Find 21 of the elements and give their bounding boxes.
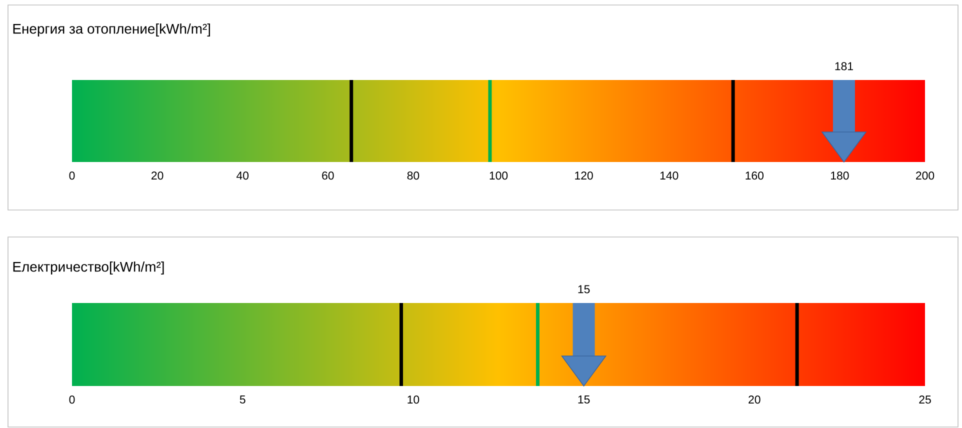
- x-tick-label: 10: [408, 396, 420, 404]
- x-tick-label: 0: [69, 172, 75, 180]
- data-label: 15: [578, 285, 590, 294]
- x-tick-label: 20: [748, 396, 760, 404]
- x-tick-label: 180: [831, 172, 849, 180]
- chart-title: Електричество[kWh/m²]: [13, 262, 164, 274]
- x-tick-label: 80: [407, 172, 420, 180]
- x-tick-label: 15: [578, 396, 590, 404]
- x-tick-label: 120: [575, 172, 593, 180]
- x-tick-label: 60: [322, 172, 334, 180]
- x-tick-label: 140: [660, 172, 678, 180]
- x-tick-label: 200: [916, 172, 934, 180]
- x-tick-label: 40: [236, 172, 249, 180]
- x-tick-label: 25: [919, 396, 931, 404]
- x-tick-label: 160: [746, 172, 764, 180]
- data-label: 181: [835, 62, 853, 70]
- x-tick-label: 5: [240, 396, 246, 404]
- x-tick-label: 20: [152, 172, 164, 180]
- x-tick-label: 0: [69, 396, 75, 404]
- chart-title: Енергия за отопление[kWh/m²]: [13, 24, 210, 36]
- x-tick-label: 100: [490, 172, 508, 180]
